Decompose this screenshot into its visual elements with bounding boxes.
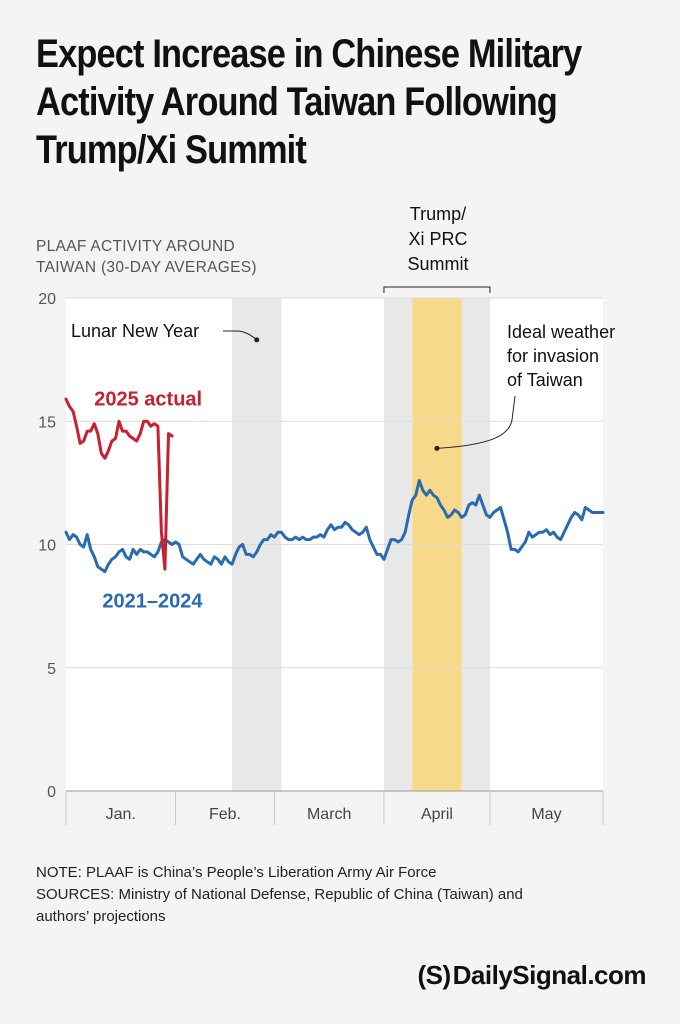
daily-signal-logo[interactable]: (S) DailySignal.com <box>417 960 646 991</box>
lunar-new-year-label: Lunar New Year <box>71 321 199 341</box>
title-line-2: Activity Around Taiwan Following <box>36 80 558 124</box>
y-tick-label-15: 15 <box>38 414 56 431</box>
sources-text-line-1: SOURCES: Ministry of National Defense, R… <box>36 886 523 903</box>
y-axis-label-line-2: TAIWAN (30-DAY AVERAGES) <box>36 259 257 276</box>
y-tick-label-10: 10 <box>38 538 56 555</box>
note-text: NOTE: PLAAF is China’s People’s Liberati… <box>36 864 437 881</box>
x-tick-label-april: April <box>421 806 453 823</box>
daily-signal-mark-icon: (S) <box>417 960 451 990</box>
y-tick-label-5: 5 <box>47 661 56 678</box>
y-tick-label-0: 0 <box>47 784 56 801</box>
title-line-1: Expect Increase in Chinese Military <box>36 32 582 76</box>
series-2025-actual-label: 2025 actual <box>94 389 202 411</box>
summit-bracket <box>383 286 491 293</box>
sources-text-line-2: authors’ projections <box>36 908 166 925</box>
x-tick-label-feb: Feb. <box>209 806 241 823</box>
series-2025-actual-line <box>64 397 174 571</box>
x-tick-label-may: May <box>531 806 561 823</box>
lunar-new-year-dot <box>254 337 260 343</box>
chart-title: Expect Increase in Chinese Military Acti… <box>36 30 638 174</box>
series-2021-2024-line <box>64 478 605 574</box>
y-axis-label-line-1: PLAAF ACTIVITY AROUND <box>36 238 235 255</box>
ideal-weather-leader <box>436 395 516 449</box>
chart-notes: NOTE: PLAAF is China’s People’s Liberati… <box>36 862 656 928</box>
x-tick-label-jan: Jan. <box>106 806 136 823</box>
summit-label-line-2: Xi PRC <box>408 229 467 249</box>
daily-signal-logo-text: DailySignal.com <box>452 960 647 990</box>
summit-label-line-1: Trump/ <box>410 204 466 224</box>
x-tick-label-march: March <box>307 806 351 823</box>
ideal-weather-dot <box>434 445 440 451</box>
ideal-weather-label-line-2: for invasion <box>507 346 599 366</box>
ideal-weather-label-line-1: Ideal weather <box>507 322 615 342</box>
line-chart: 0 5 10 15 20 Jan. Feb. March April May PLAAF ACTIV… <box>36 204 615 825</box>
series-2021-2024-label: 2021–2024 <box>102 591 203 613</box>
y-tick-label-20: 20 <box>38 291 56 308</box>
title-line-3: Trump/Xi Summit <box>36 128 307 172</box>
summit-label-line-3: Summit <box>407 254 468 274</box>
ideal-weather-label-line-3: of Taiwan <box>507 370 583 390</box>
